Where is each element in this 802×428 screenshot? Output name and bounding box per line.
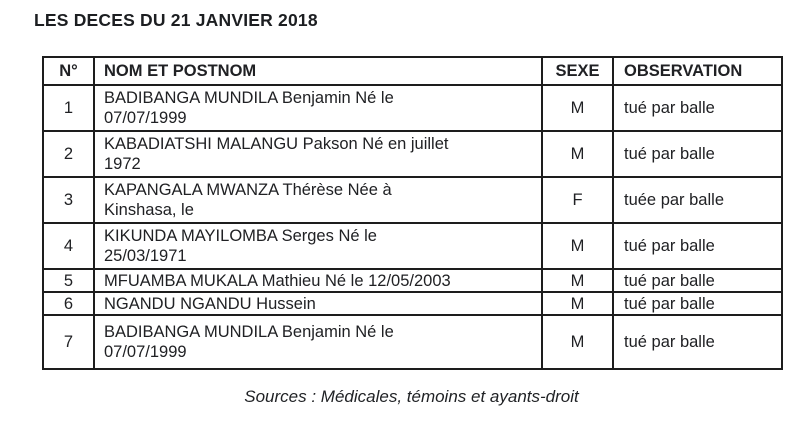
sources-caption: Sources : Médicales, témoins et ayants-d… <box>244 387 579 406</box>
table-header-row: N° NOM ET POSTNOM SEXE OBSERVATION <box>42 56 783 86</box>
cell-sexe: M <box>541 268 614 293</box>
cell-sexe: M <box>541 222 614 270</box>
deaths-table: N° NOM ET POSTNOM SEXE OBSERVATION 1 BAD… <box>42 56 783 370</box>
column-header-sexe: SEXE <box>541 56 614 86</box>
cell-observation: tué par balle <box>612 84 783 132</box>
cell-num: 1 <box>42 84 95 132</box>
table-row: 3 KAPANGALA MWANZA Thérèse Née à Kinshas… <box>42 176 783 224</box>
cell-name: KAPANGALA MWANZA Thérèse Née à Kinshasa,… <box>93 176 543 224</box>
cell-num: 4 <box>42 222 95 270</box>
cell-observation: tuée par balle <box>612 176 783 224</box>
table-row: 4 KIKUNDA MAYILOMBA Serges Né le 25/03/1… <box>42 222 783 270</box>
cell-sexe: M <box>541 314 614 370</box>
cell-sexe: M <box>541 84 614 132</box>
cell-name: KIKUNDA MAYILOMBA Serges Né le 25/03/197… <box>93 222 543 270</box>
cell-name: NGANDU NGANDU Hussein <box>93 291 543 316</box>
table-row: 7 BADIBANGA MUNDILA Benjamin Né le 07/07… <box>42 314 783 370</box>
cell-name: MFUAMBA MUKALA Mathieu Né le 12/05/2003 <box>93 268 543 293</box>
cell-observation: tué par balle <box>612 314 783 370</box>
table-row: 1 BADIBANGA MUNDILA Benjamin Né le 07/07… <box>42 84 783 132</box>
cell-observation: tué par balle <box>612 268 783 293</box>
cell-sexe: M <box>541 130 614 178</box>
column-header-observation: OBSERVATION <box>612 56 783 86</box>
cell-num: 3 <box>42 176 95 224</box>
cell-sexe: F <box>541 176 614 224</box>
cell-sexe: M <box>541 291 614 316</box>
table-row: 5 MFUAMBA MUKALA Mathieu Né le 12/05/200… <box>42 268 783 293</box>
cell-name: BADIBANGA MUNDILA Benjamin Né le 07/07/1… <box>93 314 543 370</box>
cell-name: KABADIATSHI MALANGU Pakson Né en juillet… <box>93 130 543 178</box>
cell-num: 2 <box>42 130 95 178</box>
column-header-num: N° <box>42 56 95 86</box>
cell-num: 6 <box>42 291 95 316</box>
table-row: 6 NGANDU NGANDU Hussein M tué par balle <box>42 291 783 316</box>
cell-observation: tué par balle <box>612 291 783 316</box>
cell-num: 5 <box>42 268 95 293</box>
page-title: LES DECES DU 21 JANVIER 2018 <box>34 10 318 30</box>
cell-name: BADIBANGA MUNDILA Benjamin Né le 07/07/1… <box>93 84 543 132</box>
column-header-name: NOM ET POSTNOM <box>93 56 543 86</box>
table-row: 2 KABADIATSHI MALANGU Pakson Né en juill… <box>42 130 783 178</box>
cell-observation: tué par balle <box>612 130 783 178</box>
cell-observation: tué par balle <box>612 222 783 270</box>
cell-num: 7 <box>42 314 95 370</box>
